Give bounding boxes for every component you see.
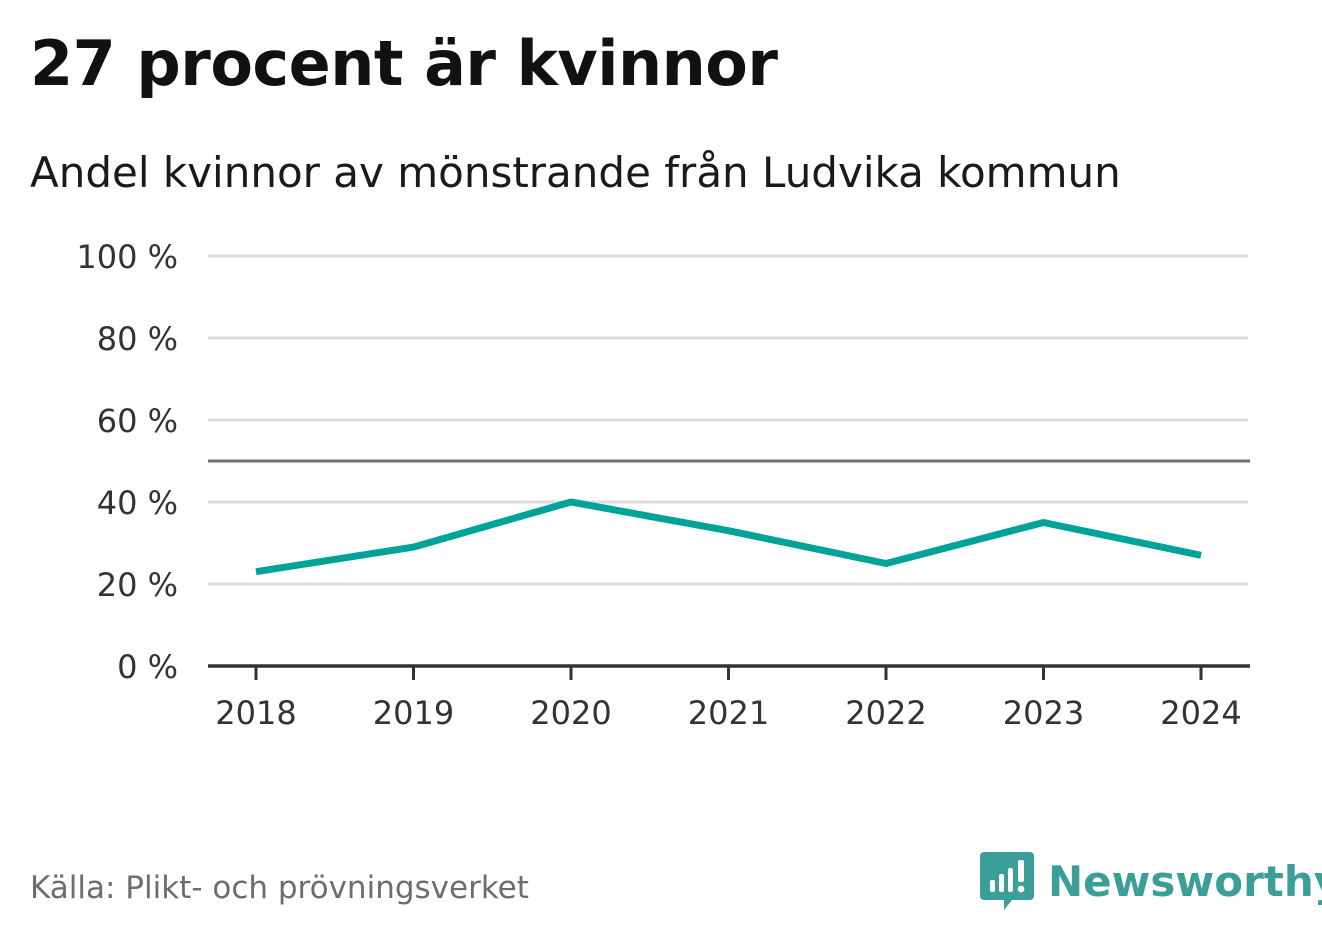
y-tick-label: 60 % [97, 402, 178, 440]
source-note: Källa: Plikt- och prövningsverket [30, 870, 529, 906]
series-line-0 [255, 498, 1202, 576]
gridlines [208, 254, 1248, 586]
brand-logo: Newsworthy [980, 850, 1322, 912]
y-axis-labels: 0 % 20 % 40 % 60 % 80 % 100 % [76, 238, 178, 686]
brand-name: Newsworthy [1048, 856, 1322, 906]
x-axis [208, 664, 1250, 680]
chart-title: 27 procent är kvinnor [30, 27, 778, 100]
x-tick-label: 2018 [215, 694, 296, 732]
x-tick-label: 2020 [530, 694, 611, 732]
y-tick-label: 0 % [117, 648, 178, 686]
line-chart: 0 % 20 % 40 % 60 % 80 % 100 % 2018 2019 2020 202… [76, 238, 1250, 732]
x-tick-label: 2021 [688, 694, 769, 732]
x-tick-label: 2019 [373, 694, 454, 732]
y-tick-label: 20 % [97, 566, 178, 604]
x-tick-label: 2023 [1003, 694, 1084, 732]
y-tick-label: 100 % [76, 238, 178, 276]
x-tick-label: 2024 [1160, 694, 1241, 732]
x-axis-labels: 2018 2019 2020 2021 2022 2023 2024 [215, 694, 1241, 732]
x-tick-label: 2022 [845, 694, 926, 732]
y-tick-label: 80 % [97, 320, 178, 358]
y-tick-label: 40 % [97, 484, 178, 522]
series-group [255, 498, 1202, 576]
chart-subtitle: Andel kvinnor av mönstrande från Ludvika… [30, 148, 1121, 197]
newsworthy-logo-icon [980, 852, 1034, 910]
